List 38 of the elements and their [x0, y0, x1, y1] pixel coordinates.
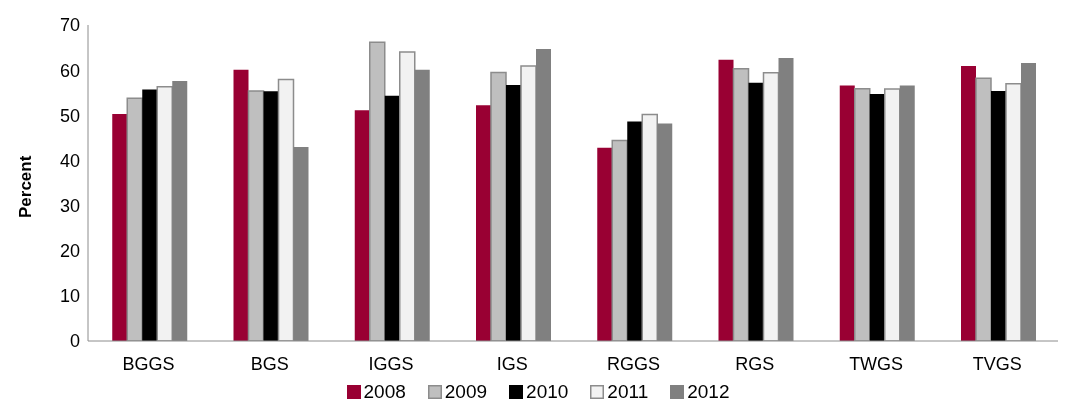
bar: [354, 110, 370, 341]
bar: [112, 113, 128, 341]
bar: [627, 121, 643, 341]
bar: [748, 82, 764, 341]
y-tick-label: 40: [59, 150, 80, 171]
bar: [142, 89, 158, 341]
legend-label: 2010: [526, 381, 569, 403]
x-tick-label: BGGS: [122, 353, 175, 374]
x-tick-label: RGS: [735, 353, 775, 374]
x-tick-label: BGS: [250, 353, 289, 374]
y-tick-label: 0: [69, 331, 80, 352]
y-tick-label: 30: [59, 195, 80, 216]
bar: [869, 94, 885, 341]
bar: [384, 95, 400, 341]
y-axis-title: Percent: [16, 155, 36, 218]
bar: [718, 59, 734, 341]
y-tick-label: 60: [59, 60, 80, 81]
bar: [991, 90, 1006, 341]
y-tick-label: 20: [59, 241, 80, 262]
legend-label: 2012: [687, 381, 730, 403]
y-tick-label: 10: [59, 286, 80, 307]
bar: [597, 147, 613, 341]
legend-label: 2011: [607, 381, 649, 403]
legend-label: 2009: [444, 381, 488, 403]
bar: [263, 91, 279, 341]
y-tick-label: 70: [59, 15, 80, 36]
bar: [476, 105, 491, 341]
x-tick-label: RGGS: [607, 353, 661, 374]
x-tick-label: IGS: [496, 353, 528, 374]
legend-label: 2008: [363, 381, 406, 403]
bar: [233, 69, 249, 341]
x-tick-label: TVGS: [972, 353, 1022, 374]
bar: [961, 66, 976, 341]
y-tick-label: 50: [59, 105, 80, 126]
x-tick-label: IGGS: [368, 353, 414, 374]
bar: [839, 85, 855, 341]
bar: [506, 85, 521, 341]
x-tick-label: TWGS: [849, 353, 904, 374]
